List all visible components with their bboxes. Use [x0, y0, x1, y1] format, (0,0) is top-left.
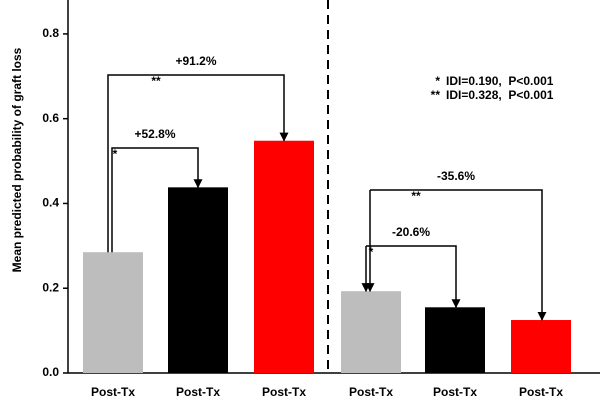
annotation-marker: *	[113, 147, 118, 161]
bar	[168, 187, 228, 373]
bar	[511, 320, 571, 373]
y-tick-label: 0.0	[42, 365, 59, 379]
y-tick-label: 0.8	[42, 26, 59, 40]
x-tick-label: Post-Tx	[262, 385, 306, 399]
x-tick-label: Post-Tx	[91, 385, 135, 399]
x-tick-label: Post-Tx	[176, 385, 220, 399]
note-marker: **	[431, 88, 441, 102]
annotation-marker: *	[369, 245, 374, 259]
bar	[83, 252, 143, 373]
note-text: IDI=0.190, P<0.001	[446, 74, 554, 88]
bracket	[366, 245, 461, 309]
y-tick-label: 0.2	[42, 280, 59, 294]
y-tick-label: 0.4	[42, 196, 59, 210]
annotation-label: +52.8%	[134, 127, 175, 141]
bar	[341, 291, 401, 373]
y-axis-label: Mean predicted probability of graft loss	[10, 47, 24, 272]
x-tick-label: Post-Tx	[433, 385, 477, 399]
x-tick-label: Post-Tx	[519, 385, 563, 399]
bracket	[370, 189, 547, 321]
annotation-label: -20.6%	[392, 225, 430, 239]
bar	[254, 140, 314, 373]
bracket	[107, 74, 289, 253]
y-tick-label: 0.6	[42, 111, 59, 125]
note-text: IDI=0.328, P<0.001	[446, 88, 554, 102]
annotation-marker: **	[151, 74, 161, 88]
note-marker: *	[435, 74, 440, 88]
annotation-marker: **	[411, 189, 421, 203]
x-tick-label: Post-Tx	[349, 385, 393, 399]
bar	[425, 307, 485, 373]
annotation-label: -35.6%	[437, 169, 475, 183]
bracket	[111, 147, 203, 253]
annotation-label: +91.2%	[175, 54, 216, 68]
